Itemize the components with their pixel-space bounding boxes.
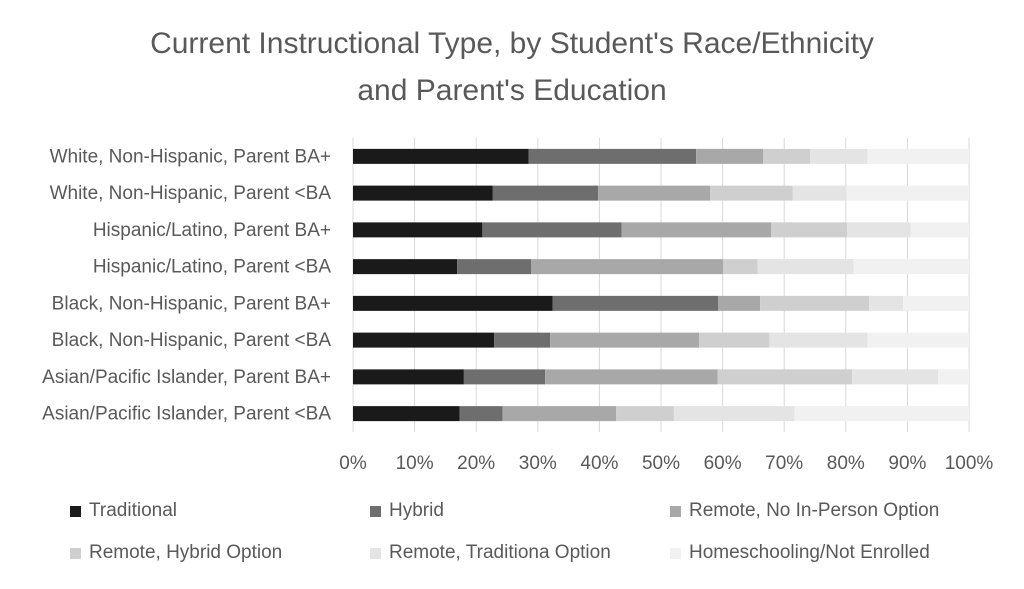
bar-segment (552, 295, 719, 311)
bar-segment (616, 406, 674, 422)
bar-segment (810, 148, 868, 164)
y-category-label: White, Non-Hispanic, Parent BA+ (50, 146, 331, 167)
bar-segment (757, 259, 854, 275)
legend-swatch (670, 547, 681, 559)
bar-segment (867, 148, 969, 164)
x-tick-label: 20% (457, 453, 495, 474)
bar-segment (621, 222, 772, 238)
legend-item: Remote, Hybrid Option (70, 542, 282, 564)
bar-segment (353, 369, 464, 385)
y-category-label: Asian/Pacific Islander, Parent BA+ (42, 367, 331, 388)
y-category-label: Black, Non-Hispanic, Parent <BA (52, 330, 332, 351)
chart-title: Current Instructional Type, by Student's… (0, 20, 1024, 114)
bar-segment (769, 332, 868, 348)
bar-segment (353, 185, 493, 201)
y-category-label: Asian/Pacific Islander, Parent <BA (42, 404, 331, 425)
bar-segment (792, 185, 847, 201)
x-tick-label: 70% (765, 453, 803, 474)
bar-segment (528, 148, 697, 164)
legend-item: Traditional (70, 500, 177, 522)
bar-segment (531, 259, 724, 275)
bar-segment (869, 295, 904, 311)
x-tick-label: 10% (396, 453, 434, 474)
bar-segment (851, 369, 939, 385)
bar-segment (867, 332, 969, 348)
y-category-label: Hispanic/Latino, Parent BA+ (93, 220, 331, 241)
bar-segment (794, 406, 969, 422)
legend-label: Hybrid (389, 500, 444, 521)
legend-swatch (70, 505, 81, 517)
bar-segment (353, 148, 529, 164)
bar-segment (492, 185, 599, 201)
x-tick-label: 0% (339, 453, 367, 474)
legend-swatch (70, 547, 81, 559)
y-category-label: Hispanic/Latino, Parent <BA (93, 257, 331, 278)
bar-segment (938, 369, 969, 385)
x-tick-label: 40% (580, 453, 618, 474)
legend-label: Remote, Traditiona Option (389, 542, 611, 563)
x-tick-label: 80% (827, 453, 865, 474)
bar-segment (494, 332, 551, 348)
legend-item: Hybrid (370, 500, 444, 522)
bar-segment (903, 295, 969, 311)
bar-segment (696, 148, 764, 164)
bar-segment (545, 369, 718, 385)
bar-segment (760, 295, 870, 311)
bar-segment (598, 185, 711, 201)
bar-segment (353, 295, 553, 311)
bar-segment (502, 406, 617, 422)
y-category-label: Black, Non-Hispanic, Parent BA+ (52, 293, 331, 314)
legend-swatch (370, 547, 381, 559)
bar-segment (463, 369, 546, 385)
bar-segment (459, 406, 503, 422)
bar-segment (718, 295, 761, 311)
legend-item: Remote, No In-Person Option (670, 500, 939, 522)
bar-segment (717, 369, 852, 385)
chart-title-line-2: and Parent's Education (357, 74, 667, 107)
y-category-label: White, Non-Hispanic, Parent <BA (50, 183, 332, 204)
legend-label: Traditional (89, 500, 178, 521)
x-tick-label: 30% (519, 453, 557, 474)
legend-label: Remote, Hybrid Option (89, 542, 283, 563)
bar-segment (847, 222, 911, 238)
x-tick-label: 50% (642, 453, 680, 474)
bar-segment (771, 222, 848, 238)
bar-segment (846, 185, 969, 201)
legend-item: Homeschooling/Not Enrolled (670, 542, 930, 564)
bar-segment (910, 222, 969, 238)
legend-swatch (670, 505, 681, 517)
x-tick-label: 100% (945, 453, 994, 474)
legend-swatch (370, 505, 381, 517)
bar-segment (353, 406, 460, 422)
legend-label: Homeschooling/Not Enrolled (689, 542, 930, 563)
x-tick-label: 90% (888, 453, 926, 474)
bar-segment (353, 332, 495, 348)
legend-label: Remote, No In-Person Option (689, 500, 940, 521)
bar-segment (673, 406, 795, 422)
legend-item: Remote, Traditiona Option (370, 542, 611, 564)
chart-title-line-1: Current Instructional Type, by Student's… (150, 27, 874, 60)
bar-segment (550, 332, 700, 348)
bar-segment (710, 185, 793, 201)
bar-segment (699, 332, 770, 348)
bar-segment (457, 259, 532, 275)
bar-segment (482, 222, 622, 238)
bar-segment (763, 148, 811, 164)
bar-segment (353, 259, 458, 275)
x-tick-label: 60% (704, 453, 742, 474)
bar-segment (353, 222, 483, 238)
bar-segment (853, 259, 969, 275)
bar-segment (723, 259, 758, 275)
